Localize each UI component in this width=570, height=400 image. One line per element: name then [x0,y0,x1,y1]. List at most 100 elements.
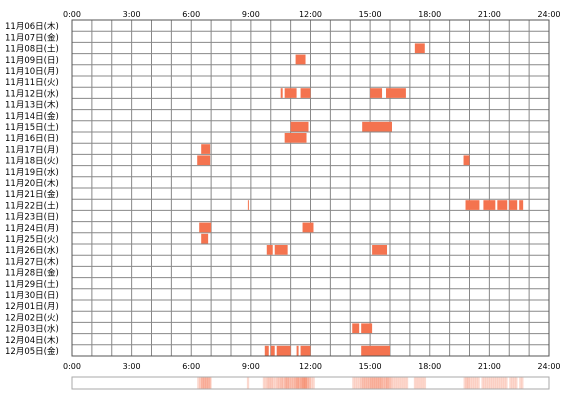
plot-border [71,19,550,357]
density-cell [358,377,361,389]
density-cell [368,377,371,389]
density-cell [306,377,309,389]
density-cell [384,377,387,389]
activity-bar [280,88,283,98]
x-tick-label-bottom: 21:00 [478,362,501,371]
density-cell [405,377,409,389]
density-cell [364,377,367,389]
x-tick-label-bottom: 0:00 [63,362,81,371]
x-tick-label-bottom: 15:00 [359,362,382,371]
density-cell [310,377,313,389]
row-label: 12月03日(水) [5,324,59,335]
density-cell [294,377,297,389]
density-cell [403,377,407,389]
x-tick-label-top: 9:00 [242,10,260,19]
density-cell [497,377,500,389]
density-cell [401,377,405,389]
activity-bar [483,200,496,210]
density-cell [395,377,399,389]
density-cell [471,377,474,389]
x-tick-label-top: 24:00 [537,10,560,19]
density-cell [505,377,508,389]
density-cell [292,377,295,389]
density-cell [495,377,498,389]
density-cell [308,377,311,389]
density-cell [288,377,291,389]
activity-bar [199,222,212,233]
row-label: 11月29日(土) [5,279,59,290]
x-tick-label-bottom: 18:00 [418,362,441,371]
row-label: 11月12日(水) [5,88,59,99]
density-cell [487,377,490,389]
density-cell [391,377,395,389]
density-cell [399,377,403,389]
density-cell [201,377,204,389]
row-label: 11月07日(金) [5,32,59,43]
activity-bar [276,345,291,356]
density-cell [362,377,365,389]
activity-bar [370,88,383,98]
density-cell [354,377,357,389]
activity-bar [264,345,269,356]
row-label: 11月30日(日) [5,291,59,301]
activity-bar [270,345,275,356]
activity-bar [284,133,307,143]
row-label: 11月20日(木) [5,178,59,189]
activity-bar [300,345,311,356]
x-tick-label-bottom: 6:00 [182,362,200,371]
activity-bar [302,222,314,233]
density-cell [382,377,385,389]
density-cell [493,377,496,389]
activity-bar [519,200,524,210]
activity-bar [296,345,299,356]
activity-bar [266,245,273,255]
row-label: 11月23日(日) [5,213,59,223]
density-cell [262,377,266,389]
density-strip [71,376,550,390]
density-cell [272,377,276,389]
row-label: 11月06日(木) [5,21,59,32]
density-cell [199,377,202,389]
activity-bar [274,245,288,255]
density-cell [366,377,369,389]
density-cell [376,377,379,389]
activity-bar [361,323,373,334]
row-label: 11月25日(火) [5,235,59,245]
density-cell [312,377,315,389]
activity-bar [509,200,518,210]
density-cell [302,377,305,389]
row-label: 11月28日(金) [5,268,59,279]
row-label: 12月05日(金) [5,346,59,357]
density-cell [388,377,391,389]
density-cell [298,377,301,389]
density-cell [356,377,359,389]
density-cell [209,377,212,389]
row-label: 11月13日(木) [5,100,59,111]
grid [71,19,550,357]
activity-bar [497,200,508,210]
activity-bar [352,323,360,334]
density-cell [264,377,268,389]
row-label: 12月04日(木) [5,335,59,346]
density-cell [276,377,279,389]
density-cell [423,377,427,389]
x-ticks-top: 0:00 3:00 6:00 9:00 12:00 15:00 18:00 21:00 24:0… [63,10,561,19]
density-cell [513,377,516,389]
density-cell [378,377,381,389]
row-label: 12月02日(火) [5,313,59,323]
row-label: 11月17日(月) [5,145,59,155]
activity-bar [300,88,311,98]
density-cell [489,377,492,389]
density-cell [499,377,502,389]
density-cell [521,377,524,389]
density-cell [374,377,377,389]
x-tick-label-top: 6:00 [182,10,200,19]
activity-bar [201,233,209,244]
row-label: 11月15日(土) [5,122,59,133]
density-cell [475,377,478,389]
density-cell [413,377,417,389]
density-cell [469,377,472,389]
density-cell [477,377,480,389]
density-cell [266,377,270,389]
